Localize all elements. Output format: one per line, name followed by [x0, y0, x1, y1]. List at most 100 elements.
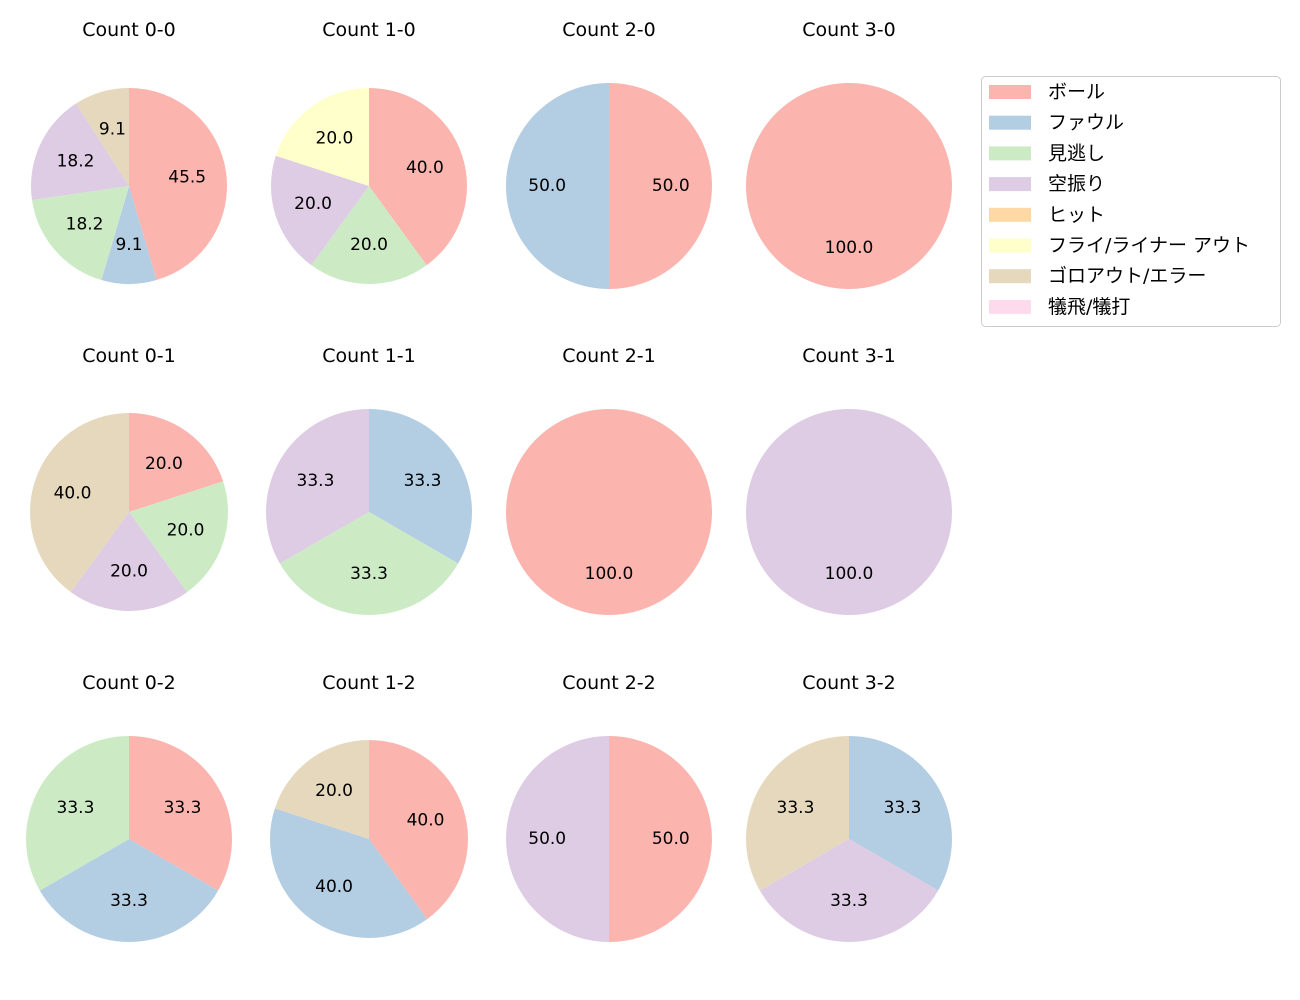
pie-count-2-2: Count 2-2 50.0 50.0 — [506, 672, 712, 942]
legend-item: 空振り — [989, 173, 1105, 195]
slice-label: 20.0 — [167, 520, 205, 540]
pie-slice — [311, 186, 427, 285]
pie-count-1-2: Count 1-2 40.0 40.0 20.0 — [269, 672, 468, 939]
pie-slice — [506, 83, 609, 289]
slice-label: 50.0 — [528, 176, 566, 196]
pie-title: Count 0-2 — [82, 672, 176, 694]
slice-label: 33.3 — [110, 891, 148, 911]
pie-slice — [274, 740, 369, 839]
pie-count-3-2: Count 3-2 33.3 33.3 33.3 — [745, 672, 952, 942]
slice-label: 33.3 — [830, 891, 868, 911]
legend-item: フライ/ライナー アウト — [989, 235, 1250, 257]
legend-item: ヒット — [989, 204, 1105, 226]
slice-label: 50.0 — [652, 176, 690, 196]
pie-count-2-0: Count 2-0 50.0 50.0 — [506, 19, 712, 289]
slice-label: 100.0 — [825, 564, 874, 584]
slice-label: 100.0 — [585, 564, 634, 584]
pie-count-1-0: Count 1-0 40.0 20.0 20.0 20.0 — [271, 19, 467, 285]
slice-label: 33.3 — [350, 564, 388, 584]
slice-label: 20.0 — [316, 128, 354, 148]
pie-slice — [369, 409, 472, 564]
legend-label: 犠飛/犠打 — [1048, 296, 1130, 318]
pie-count-0-2: Count 0-2 33.3 33.3 33.3 — [26, 672, 232, 942]
slice-label: 20.0 — [145, 454, 183, 474]
pie-slice — [746, 409, 952, 615]
pie-title: Count 2-1 — [562, 345, 656, 367]
legend-label: ヒット — [1048, 204, 1105, 226]
pie-count-2-1: Count 2-1 100.0 — [506, 345, 712, 615]
pie-count-0-0: Count 0-045.59.118.218.29.1 — [31, 19, 227, 284]
pie-title: Count 3-1 — [802, 345, 896, 367]
slice-label: 20.0 — [315, 781, 353, 801]
pie-slice — [31, 186, 130, 281]
pie-slice — [129, 413, 224, 512]
pie-slice — [129, 481, 228, 593]
pie-slice — [76, 88, 129, 186]
pie-title: Count 0-1 — [82, 345, 176, 367]
slice-label: 40.0 — [406, 158, 444, 178]
pie-slice — [26, 736, 130, 891]
legend-item: ボール — [989, 81, 1105, 103]
pie-title: Count 1-2 — [322, 672, 416, 694]
pie-slice — [29, 413, 130, 593]
pie-count-3-0: Count 3-0 100.0 — [746, 19, 952, 289]
pie-count-3-1: Count 3-1 100.0 — [746, 345, 952, 615]
pie-slice — [266, 409, 369, 564]
slice-label: 33.3 — [777, 798, 815, 818]
legend-item: ゴロアウト/エラー — [989, 265, 1206, 287]
pie-slice — [269, 808, 428, 939]
slice-label: 50.0 — [652, 829, 690, 849]
pie-slice — [506, 736, 609, 942]
legend-frame — [981, 76, 1281, 327]
slice-label: 33.3 — [404, 471, 442, 491]
legend-label: ゴロアウト/エラー — [1048, 265, 1206, 287]
slice-label: 20.0 — [350, 235, 388, 255]
legend-label: フライ/ライナー アウト — [1048, 235, 1250, 257]
slice-label: 100.0 — [825, 238, 874, 258]
pie-slice — [275, 88, 369, 186]
slice-label: 40.0 — [407, 811, 445, 831]
slice-label: 33.3 — [164, 798, 202, 818]
slice-label: 18.2 — [57, 152, 95, 172]
legend-label: 見逃し — [1048, 142, 1105, 164]
legend-swatch — [989, 85, 1031, 99]
pie-slice — [70, 512, 188, 611]
pie-title: Count 3-2 — [802, 672, 896, 694]
pie-slice — [101, 186, 157, 284]
pie-slice — [129, 88, 227, 281]
legend-label: ファウル — [1048, 112, 1124, 134]
pie-count-0-1: Count 0-1 20.0 20.0 20.0 40.0 — [29, 345, 228, 611]
pie-title: Count 2-0 — [562, 19, 656, 41]
pie-slice — [759, 839, 939, 942]
slice-label: 20.0 — [294, 194, 332, 214]
legend-item: ファウル — [989, 112, 1124, 134]
pie-slice — [271, 155, 369, 266]
legend-swatch — [989, 238, 1031, 253]
pie-slice — [745, 736, 849, 891]
pie-slice — [609, 83, 712, 289]
pie-slice — [369, 740, 468, 920]
legend-swatch — [989, 269, 1031, 284]
legend-swatch — [989, 115, 1031, 130]
slice-label: 50.0 — [528, 829, 566, 849]
pie-slice — [369, 88, 467, 266]
slice-label: 9.1 — [115, 235, 142, 255]
legend-swatch — [989, 207, 1031, 222]
slice-label: 33.3 — [57, 798, 95, 818]
pie-title: Count 0-0 — [82, 19, 176, 41]
pie-slice — [609, 736, 712, 942]
pie-slice — [849, 736, 952, 891]
pie-title: Count 2-2 — [562, 672, 656, 694]
pie-title: Count 1-1 — [322, 345, 416, 367]
pie-slice — [39, 839, 219, 942]
pie-title: Count 1-0 — [322, 19, 416, 41]
slice-label: 9.1 — [99, 120, 126, 140]
slice-label: 20.0 — [110, 561, 148, 581]
pie-count-1-1: Count 1-1 33.3 33.3 33.3 — [266, 345, 472, 615]
legend-label: 空振り — [1048, 173, 1105, 195]
legend-swatch — [989, 177, 1031, 192]
legend-label: ボール — [1048, 81, 1105, 103]
slice-label: 18.2 — [66, 215, 104, 235]
